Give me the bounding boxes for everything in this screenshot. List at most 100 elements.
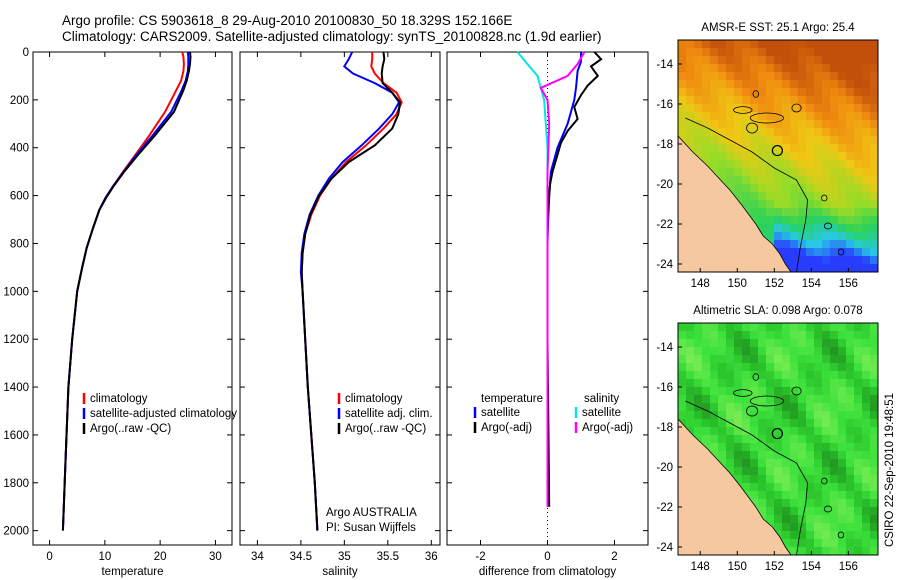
map-cell — [846, 160, 854, 168]
map-cell — [718, 40, 726, 48]
map-cell — [822, 64, 830, 72]
map-cell — [806, 88, 814, 96]
map-cell — [750, 160, 758, 168]
map-cell — [710, 443, 718, 451]
reef-outline — [791, 103, 802, 113]
map-cell — [806, 531, 814, 539]
map-cell — [718, 331, 726, 339]
map-cell — [726, 347, 734, 355]
map-cell — [734, 136, 742, 144]
map-cell — [854, 200, 862, 208]
map-cell — [758, 120, 766, 128]
map-cell — [774, 144, 782, 152]
map-cell — [830, 363, 838, 371]
map-cell — [726, 176, 734, 184]
map-cell — [854, 363, 862, 371]
legend-temperature: climatology satellite-adjusted climatolog… — [82, 393, 237, 435]
map-cell — [742, 40, 750, 48]
map-cell — [782, 451, 790, 459]
map-cell — [806, 371, 814, 379]
map-cell — [830, 72, 838, 80]
map-cell — [726, 323, 734, 331]
map-cell — [710, 451, 718, 459]
map-cell — [742, 64, 750, 72]
map-cell — [702, 40, 710, 48]
map-cell — [702, 411, 710, 419]
map-cell — [774, 451, 782, 459]
map-cell — [838, 339, 846, 347]
map-cell — [854, 264, 862, 272]
map-cell — [822, 547, 830, 555]
map-cell — [766, 168, 774, 176]
map-cell — [846, 144, 854, 152]
map-cell — [870, 515, 878, 523]
map-cell — [822, 256, 830, 264]
map-cell — [846, 355, 854, 363]
map-cell — [766, 72, 774, 80]
map-cell — [758, 347, 766, 355]
map-cell — [750, 403, 758, 411]
map-cell — [750, 331, 758, 339]
map-cell — [758, 56, 766, 64]
map-cell — [694, 427, 702, 435]
map-cell — [742, 144, 750, 152]
map-cell — [710, 136, 718, 144]
map-cell — [718, 104, 726, 112]
map-cell — [846, 483, 854, 491]
map-cell — [822, 216, 830, 224]
reef-outline — [791, 386, 802, 396]
map-cell — [694, 331, 702, 339]
map-cell — [726, 64, 734, 72]
map-cell — [846, 152, 854, 160]
map-cell — [774, 515, 782, 523]
map-cell — [718, 323, 726, 331]
map-cell — [870, 435, 878, 443]
map-cell — [758, 379, 766, 387]
map-cell — [854, 379, 862, 387]
map-cell — [870, 499, 878, 507]
map-cell — [790, 216, 798, 224]
map-cell — [710, 403, 718, 411]
x-tick-label: 35 — [338, 551, 351, 563]
map-cell — [694, 88, 702, 96]
y-tick-label: 200 — [10, 95, 29, 107]
map-cell — [838, 104, 846, 112]
map-cell — [742, 192, 750, 200]
map-cell — [822, 168, 830, 176]
map-cell — [830, 459, 838, 467]
map-cell — [870, 88, 878, 96]
map-cell — [838, 323, 846, 331]
map-cell — [782, 208, 790, 216]
map-cell — [798, 72, 806, 80]
map-cell — [822, 192, 830, 200]
map-cell — [870, 184, 878, 192]
map-cell — [838, 483, 846, 491]
map-cell — [798, 499, 806, 507]
map-cell — [742, 347, 750, 355]
map-cell — [790, 411, 798, 419]
map-cell — [758, 128, 766, 136]
series-line-argo-raw-qc- — [300, 51, 402, 531]
map-cell — [870, 176, 878, 184]
map-cell — [790, 248, 798, 256]
map-cell — [830, 96, 838, 104]
map-frame — [677, 322, 879, 556]
map-cell — [838, 355, 846, 363]
map-cell — [750, 216, 758, 224]
map-cell — [814, 120, 822, 128]
reef-outline — [733, 389, 753, 397]
map-cell — [814, 363, 822, 371]
map-cell — [782, 539, 790, 547]
map-cell — [798, 216, 806, 224]
map-y-tick-label: -18 — [656, 139, 673, 151]
map-cell — [846, 216, 854, 224]
map-cell — [846, 176, 854, 184]
map-cell — [830, 379, 838, 387]
map-cell — [870, 323, 878, 331]
map-cell — [766, 363, 774, 371]
map-cell — [806, 403, 814, 411]
map-cell — [758, 371, 766, 379]
map-cell — [742, 411, 750, 419]
map-cell — [838, 240, 846, 248]
map-cell — [862, 48, 870, 56]
